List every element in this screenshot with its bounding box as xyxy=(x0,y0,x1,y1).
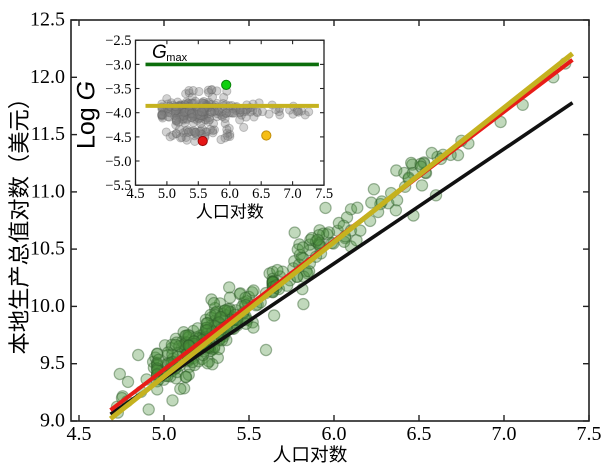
svg-text:6.0: 6.0 xyxy=(322,423,347,445)
svg-text:5.0: 5.0 xyxy=(152,423,177,445)
svg-text:6.5: 6.5 xyxy=(252,186,270,202)
svg-text:12.5: 12.5 xyxy=(30,9,65,31)
svg-text:10.5: 10.5 xyxy=(30,238,65,260)
svg-text:4.5: 4.5 xyxy=(67,423,92,445)
svg-text:Log G: Log G xyxy=(73,81,101,149)
svg-text:11.0: 11.0 xyxy=(31,180,65,202)
svg-text:9.0: 9.0 xyxy=(40,410,65,432)
svg-text:11.5: 11.5 xyxy=(31,123,65,145)
svg-text:5.5: 5.5 xyxy=(237,423,262,445)
svg-text:7.5: 7.5 xyxy=(315,186,333,202)
svg-text:10.0: 10.0 xyxy=(30,295,65,317)
svg-text:−3.0: −3.0 xyxy=(105,57,131,73)
svg-text:5.5: 5.5 xyxy=(189,186,207,202)
svg-text:4.5: 4.5 xyxy=(126,186,144,202)
svg-text:−4.5: −4.5 xyxy=(105,130,131,146)
svg-text:9.5: 9.5 xyxy=(40,352,65,374)
svg-text:7.0: 7.0 xyxy=(284,186,302,202)
svg-text:G: G xyxy=(152,42,167,63)
svg-text:−3.5: −3.5 xyxy=(105,82,131,98)
svg-text:12.0: 12.0 xyxy=(30,66,65,88)
svg-text:5.0: 5.0 xyxy=(158,186,176,202)
svg-text:7.5: 7.5 xyxy=(577,423,602,445)
svg-text:7.0: 7.0 xyxy=(492,423,517,445)
svg-text:6.0: 6.0 xyxy=(221,186,239,202)
svg-text:−5.5: −5.5 xyxy=(105,178,131,194)
svg-text:6.5: 6.5 xyxy=(407,423,432,445)
svg-text:−4.0: −4.0 xyxy=(105,106,131,122)
svg-text:−5.0: −5.0 xyxy=(105,154,131,170)
svg-text:−2.5: −2.5 xyxy=(105,33,131,49)
svg-text:max: max xyxy=(166,52,187,64)
